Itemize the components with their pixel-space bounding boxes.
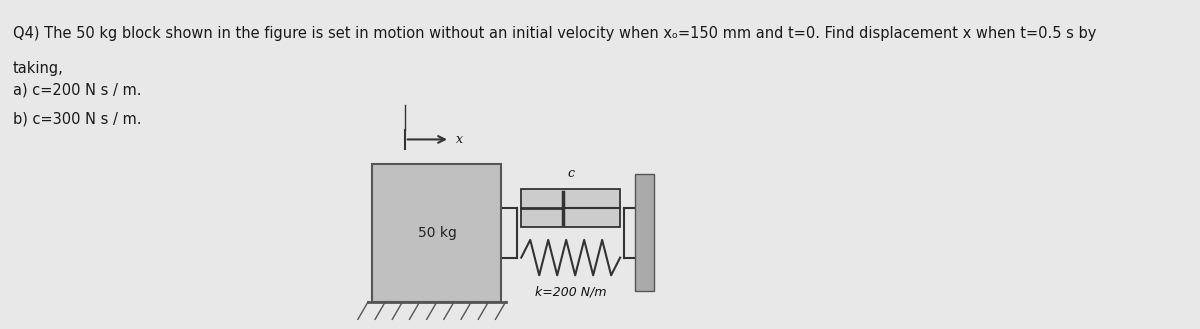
Text: k=200 N/m: k=200 N/m (535, 285, 606, 298)
Text: 50 kg: 50 kg (418, 226, 456, 240)
Bar (635, 174, 654, 291)
Text: taking,: taking, (13, 61, 64, 76)
Text: Q4) The 50 kg block shown in the figure is set in motion without an initial velo: Q4) The 50 kg block shown in the figure … (13, 26, 1097, 41)
Text: a) c=200 N s / m.: a) c=200 N s / m. (13, 82, 142, 97)
Text: b) c=300 N s / m.: b) c=300 N s / m. (13, 112, 142, 127)
Text: c: c (568, 166, 574, 180)
Bar (372, 164, 502, 302)
Text: x: x (456, 133, 463, 146)
Bar (521, 190, 620, 227)
